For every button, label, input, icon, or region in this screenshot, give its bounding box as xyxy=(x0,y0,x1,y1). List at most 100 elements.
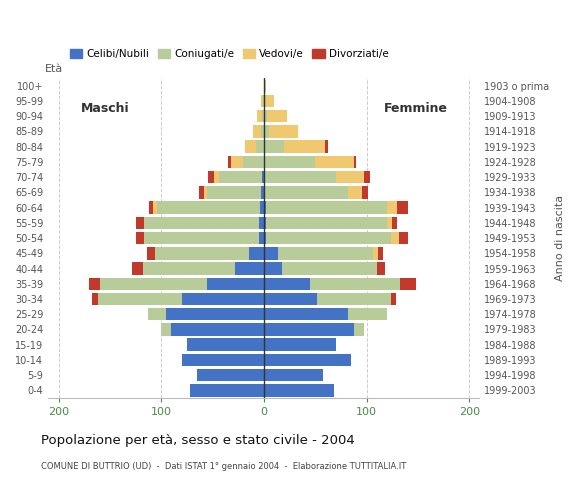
Bar xyxy=(264,262,282,275)
Bar xyxy=(144,216,259,229)
Bar xyxy=(155,247,249,260)
Bar xyxy=(263,95,264,107)
Bar xyxy=(136,216,144,229)
Bar xyxy=(199,186,204,199)
Bar xyxy=(244,156,264,168)
Bar xyxy=(153,201,157,214)
Bar xyxy=(264,156,315,168)
Bar xyxy=(392,216,397,229)
Bar xyxy=(317,293,391,305)
Bar xyxy=(377,262,385,275)
Bar xyxy=(364,171,369,183)
Bar xyxy=(161,323,172,336)
Bar xyxy=(149,201,153,214)
Bar xyxy=(187,338,264,351)
Bar xyxy=(132,262,143,275)
Text: COMUNE DI BUTTRIO (UD)  -  Dati ISTAT 1° gennaio 2004  -  Elaborazione TUTTITALI: COMUNE DI BUTTRIO (UD) - Dati ISTAT 1° g… xyxy=(41,462,406,471)
Bar xyxy=(262,171,264,183)
Bar xyxy=(136,232,144,244)
Bar xyxy=(100,277,208,290)
Bar xyxy=(269,125,298,138)
Bar xyxy=(249,247,264,260)
Text: Popolazione per età, sesso e stato civile - 2004: Popolazione per età, sesso e stato civil… xyxy=(41,434,354,447)
Bar xyxy=(213,171,219,183)
Bar xyxy=(89,277,100,290)
Bar xyxy=(197,369,264,382)
Bar xyxy=(354,156,356,168)
Bar xyxy=(391,232,400,244)
Bar xyxy=(261,125,264,138)
Bar xyxy=(264,186,348,199)
Bar xyxy=(208,277,264,290)
Bar xyxy=(264,141,284,153)
Bar xyxy=(264,95,266,107)
Bar xyxy=(172,323,264,336)
Bar xyxy=(264,308,348,321)
Bar xyxy=(264,80,266,92)
Bar xyxy=(182,354,264,366)
Bar xyxy=(278,247,373,260)
Bar xyxy=(144,232,259,244)
Bar xyxy=(264,216,266,229)
Bar xyxy=(264,247,278,260)
Text: Età: Età xyxy=(45,63,63,73)
Bar xyxy=(97,293,182,305)
Bar xyxy=(373,247,378,260)
Text: Maschi: Maschi xyxy=(81,102,129,115)
Bar xyxy=(397,201,408,214)
Bar xyxy=(282,262,377,275)
Bar xyxy=(264,293,317,305)
Bar xyxy=(259,216,264,229)
Bar xyxy=(245,141,256,153)
Bar xyxy=(166,308,264,321)
Bar xyxy=(264,277,310,290)
Bar xyxy=(266,201,387,214)
Bar xyxy=(362,186,368,199)
Bar xyxy=(336,171,364,183)
Bar xyxy=(264,232,266,244)
Bar xyxy=(259,232,264,244)
Bar xyxy=(157,201,260,214)
Bar xyxy=(147,247,155,260)
Bar xyxy=(400,277,416,290)
Legend: Celibi/Nubili, Coniugati/e, Vedovi/e, Divorziati/e: Celibi/Nubili, Coniugati/e, Vedovi/e, Di… xyxy=(66,45,393,63)
Bar xyxy=(325,141,328,153)
Bar xyxy=(284,141,325,153)
Bar xyxy=(235,262,264,275)
Bar xyxy=(378,247,383,260)
Bar xyxy=(264,171,336,183)
Bar xyxy=(148,308,166,321)
Bar xyxy=(400,232,408,244)
Bar xyxy=(190,384,264,396)
Bar xyxy=(208,171,213,183)
Bar xyxy=(264,201,266,214)
Text: Femmine: Femmine xyxy=(384,102,448,115)
Bar xyxy=(231,156,244,168)
Bar xyxy=(228,156,231,168)
Bar xyxy=(262,110,264,122)
Bar xyxy=(204,186,208,199)
Bar xyxy=(219,171,262,183)
Bar xyxy=(348,308,387,321)
Bar xyxy=(387,201,397,214)
Bar xyxy=(252,125,261,138)
Y-axis label: Anno di nascita: Anno di nascita xyxy=(555,195,565,281)
Bar xyxy=(182,293,264,305)
Bar xyxy=(256,141,264,153)
Bar xyxy=(261,186,264,199)
Bar xyxy=(261,95,263,107)
Bar xyxy=(260,201,264,214)
Bar xyxy=(264,354,351,366)
Bar xyxy=(264,369,324,382)
Bar xyxy=(264,110,267,122)
Bar xyxy=(264,338,336,351)
Bar xyxy=(264,323,354,336)
Bar xyxy=(143,262,235,275)
Bar xyxy=(315,156,354,168)
Bar xyxy=(310,277,400,290)
Bar xyxy=(266,216,387,229)
Bar xyxy=(348,186,362,199)
Bar xyxy=(92,293,97,305)
Bar xyxy=(266,232,391,244)
Bar xyxy=(264,384,334,396)
